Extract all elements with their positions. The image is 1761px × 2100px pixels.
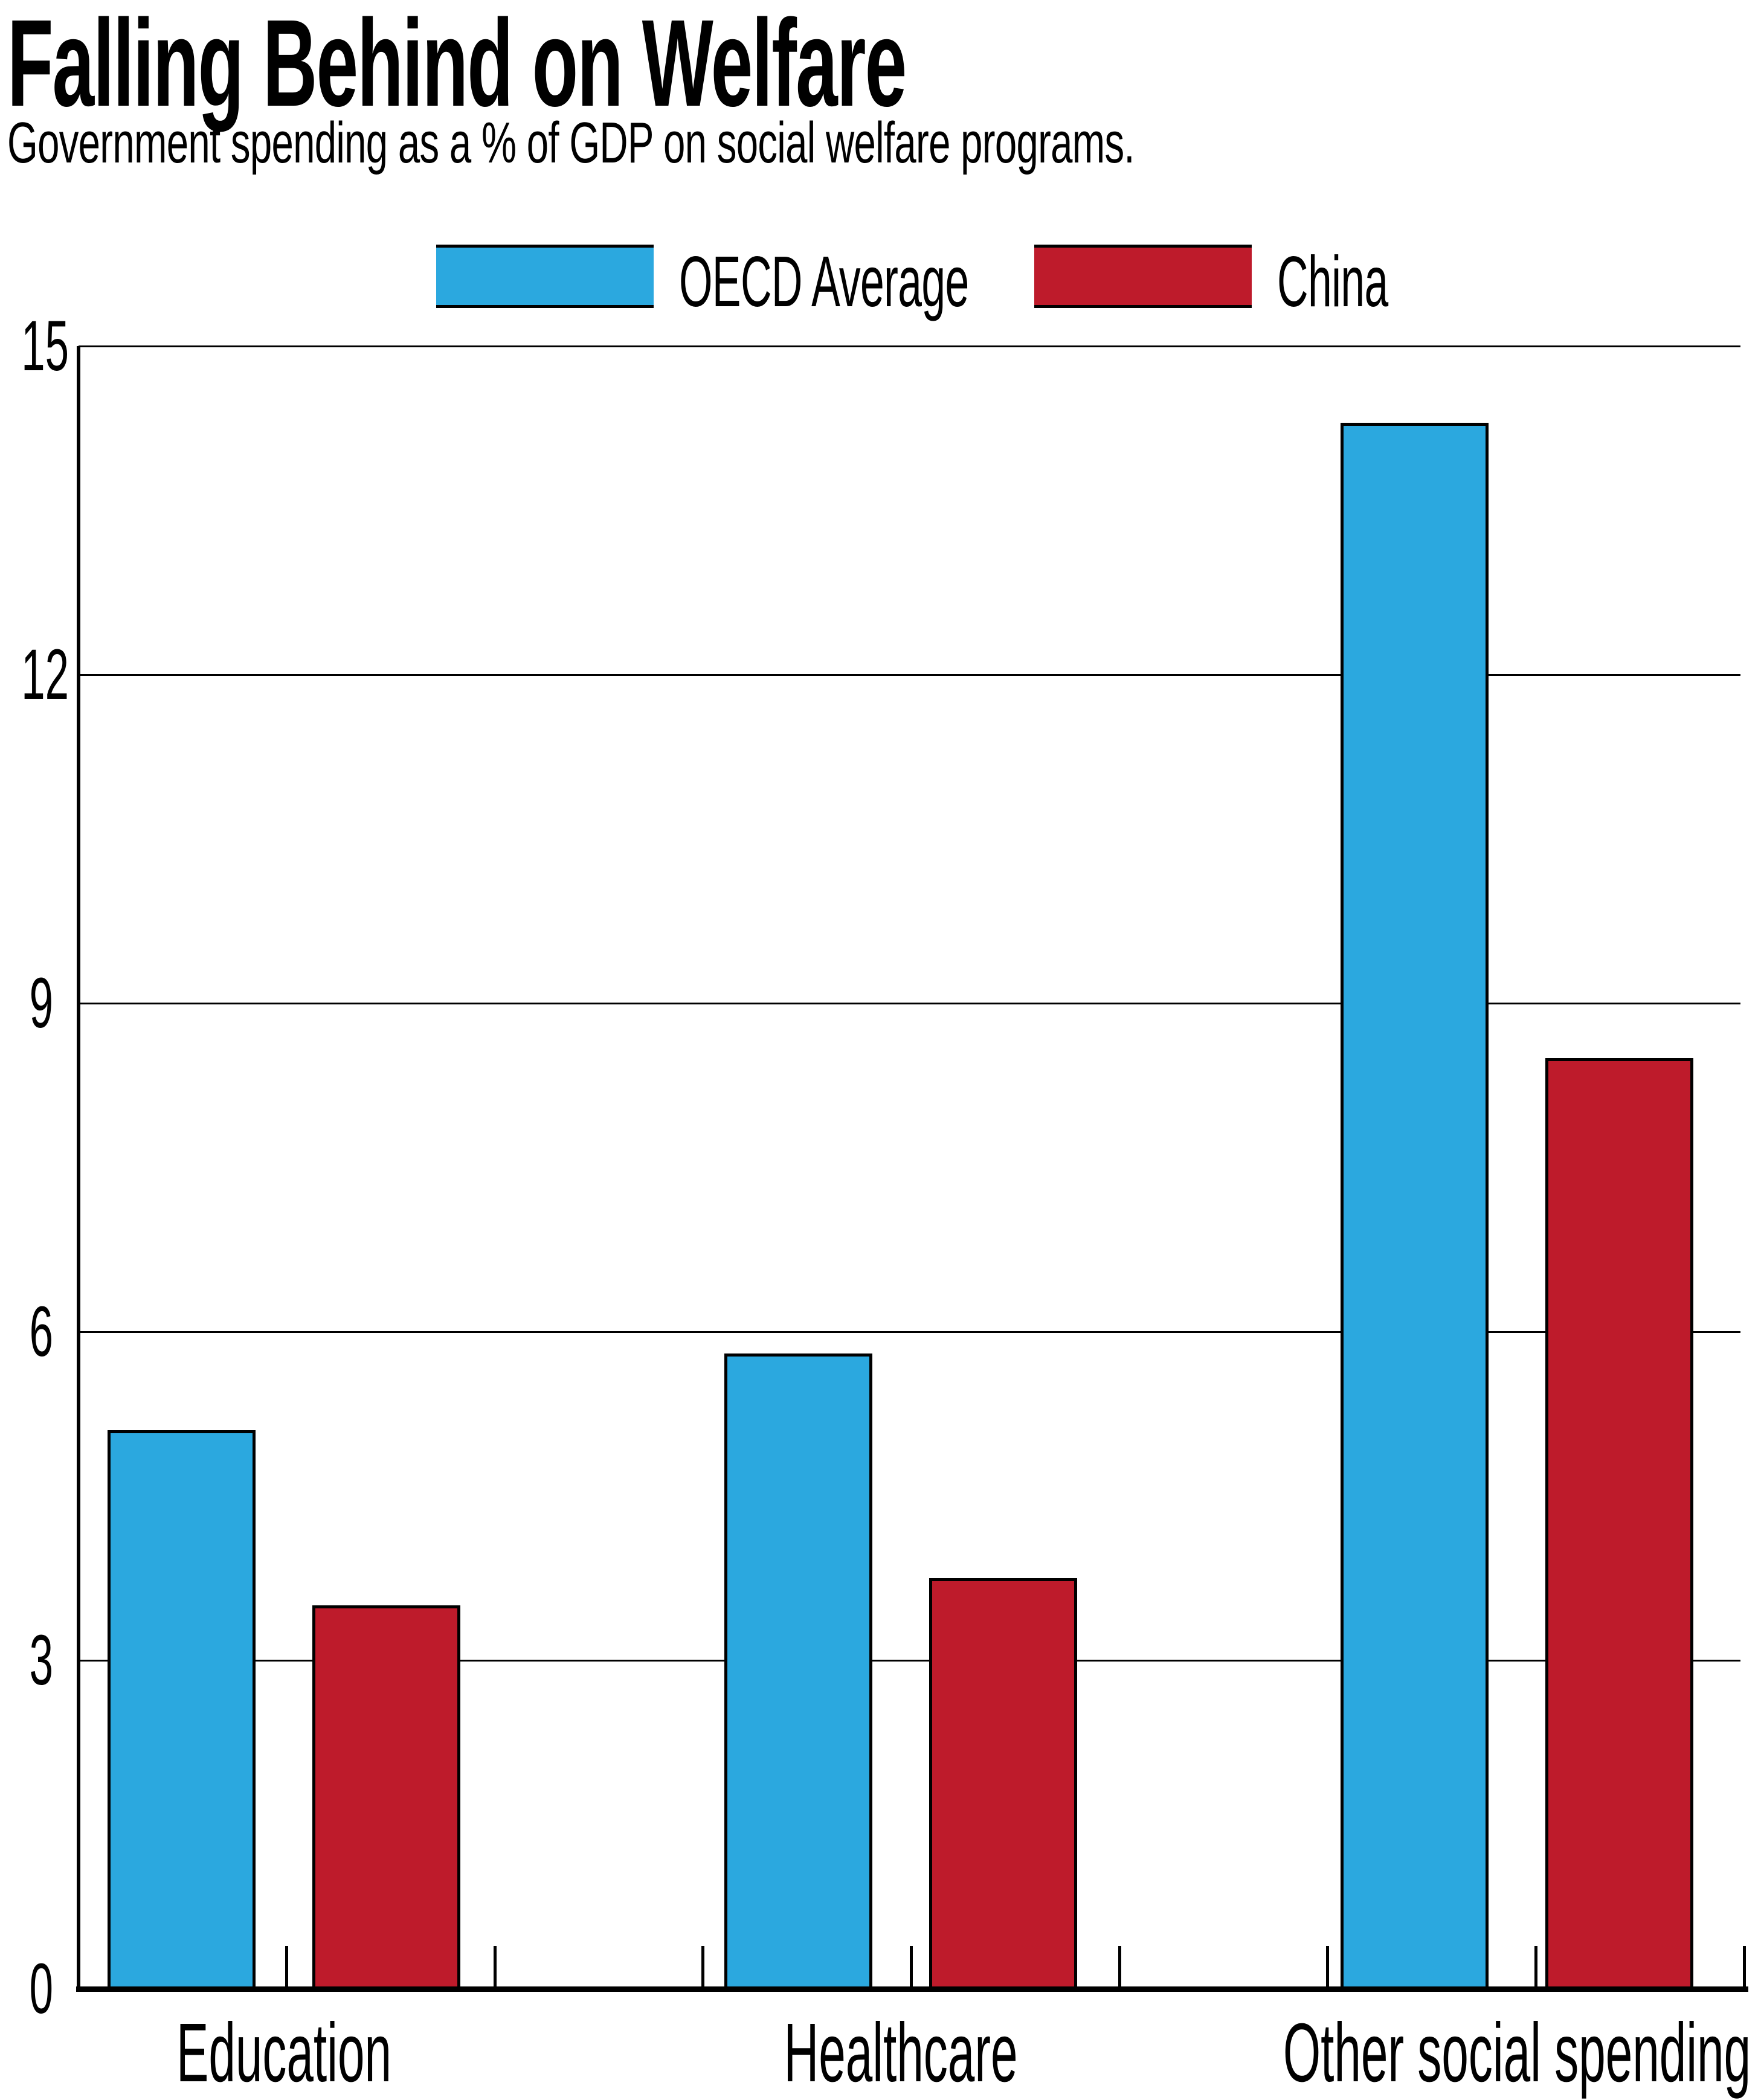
y-axis-label-0: 0 — [29, 1949, 53, 2029]
bar-china-healthcare — [929, 1578, 1077, 1992]
legend-label-oecd-average: OECD Average — [679, 242, 969, 322]
x-category-label-other-social-spending: Other social spending — [1283, 2006, 1751, 2099]
legend-swatch-oecd-average — [436, 245, 654, 308]
bar-oecd-average-education — [108, 1430, 256, 1992]
x-axis-tick-6 — [1326, 1946, 1329, 1986]
gridline-y-15 — [79, 345, 1740, 347]
y-axis-label-15: 15 — [21, 306, 69, 386]
y-axis-label-6: 6 — [29, 1292, 53, 1372]
x-axis-tick-5 — [1118, 1946, 1121, 1986]
y-axis-line — [77, 346, 80, 1991]
chart-title: Falling Behind on Welfare — [7, 0, 907, 132]
chart-subtitle: Government spending as a % of GDP on soc… — [7, 111, 1135, 175]
y-axis-label-12: 12 — [21, 635, 69, 714]
bar-china-education — [312, 1605, 460, 1992]
bar-china-other-social-spending — [1545, 1058, 1693, 1992]
gridline-y-3 — [79, 1660, 1740, 1662]
bar-oecd-average-healthcare — [724, 1353, 872, 1992]
gridline-y-12 — [79, 674, 1740, 676]
x-axis-tick-7 — [1534, 1946, 1537, 1986]
x-axis-tick-2 — [494, 1946, 497, 1986]
y-axis-label-9: 9 — [29, 963, 53, 1043]
x-axis-tick-3 — [701, 1946, 704, 1986]
x-category-label-healthcare: Healthcare — [784, 2006, 1018, 2099]
bar-oecd-average-other-social-spending — [1341, 423, 1489, 1992]
legend-swatch-china — [1034, 245, 1252, 308]
y-axis-label-3: 3 — [29, 1620, 53, 1700]
x-axis-tick-1 — [285, 1946, 288, 1986]
x-axis-tick-4 — [910, 1946, 913, 1986]
gridline-y-9 — [79, 1003, 1740, 1004]
x-axis-line — [76, 1986, 1748, 1992]
legend-label-china: China — [1277, 242, 1388, 322]
x-axis-tick-8 — [1743, 1946, 1746, 1986]
gridline-y-6 — [79, 1331, 1740, 1333]
x-category-label-education: Education — [176, 2006, 391, 2099]
